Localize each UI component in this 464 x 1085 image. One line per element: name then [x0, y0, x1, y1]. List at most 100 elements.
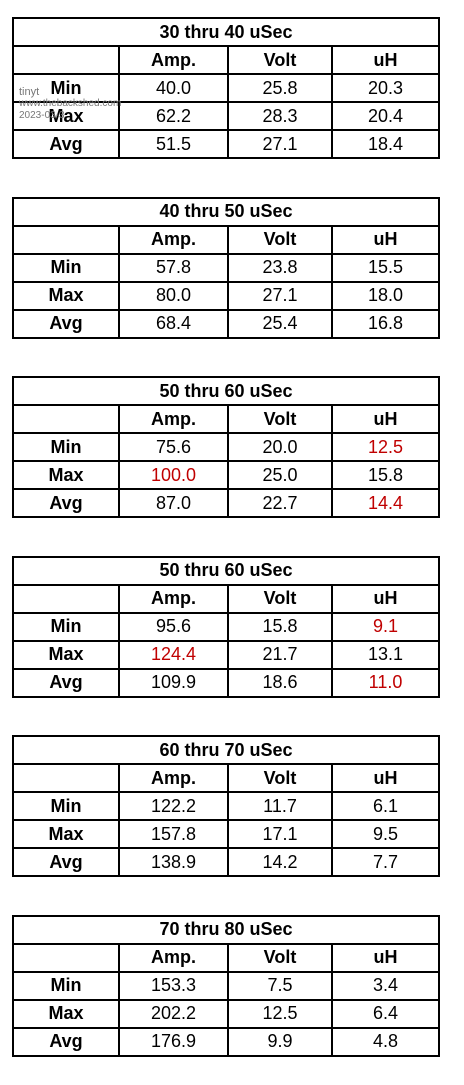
data-row: Min 75.6 20.0 12.5 [12, 432, 440, 462]
row-label: Min [12, 611, 120, 642]
data-table: 60 thru 70 uSec Amp. Volt uH Min 122.2 11.7 6.1… [12, 735, 440, 877]
data-row: Avg 176.9 9.9 4.8 [12, 1026, 440, 1057]
header-row: Amp. Volt uH [12, 45, 440, 75]
value-cell: 7.5 [227, 970, 333, 1001]
value-cell: 202.2 [118, 998, 229, 1029]
column-header: Amp. [118, 763, 229, 793]
watermark-line: www.thebackshed.com [19, 98, 122, 109]
value-cell: 25.4 [227, 308, 333, 339]
column-header: Volt [227, 404, 333, 434]
data-row: Max 202.2 12.5 6.4 [12, 998, 440, 1029]
value-cell: 21.7 [227, 639, 333, 670]
value-cell: 15.8 [331, 460, 440, 490]
value-cell: 14.2 [227, 847, 333, 877]
value-cell: 12.5 [331, 432, 440, 462]
data-row: Avg 138.9 14.2 7.7 [12, 847, 440, 877]
data-row: Min 95.6 15.8 9.1 [12, 611, 440, 642]
row-label: Min [12, 73, 120, 103]
watermark-line: 2023-03-3 [19, 110, 65, 121]
row-label: Max [12, 639, 120, 670]
column-header: Volt [227, 942, 333, 973]
data-table: 40 thru 50 uSec Amp. Volt uH Min 57.8 23.8 15.5… [12, 196, 440, 339]
row-label: Avg [12, 129, 120, 159]
table-title: 60 thru 70 uSec [12, 735, 440, 765]
empty-cell [12, 224, 120, 255]
value-cell: 12.5 [227, 998, 333, 1029]
value-cell: 176.9 [118, 1026, 229, 1057]
column-header: Volt [227, 224, 333, 255]
value-cell: 25.8 [227, 73, 333, 103]
value-cell: 11.0 [331, 667, 440, 698]
empty-cell [12, 942, 120, 973]
value-cell: 80.0 [118, 280, 229, 311]
data-row: Max 124.4 21.7 13.1 [12, 639, 440, 670]
header-row: Amp. Volt uH [12, 224, 440, 255]
column-header: uH [331, 942, 440, 973]
value-cell: 62.2 [118, 101, 229, 131]
row-label: Min [12, 432, 120, 462]
column-header: Volt [227, 45, 333, 75]
column-header: Amp. [118, 404, 229, 434]
column-header: uH [331, 45, 440, 75]
value-cell: 13.1 [331, 639, 440, 670]
data-table: 30 thru 40 uSec Amp. Volt uH Min 40.0 25.8 20.3… [12, 17, 440, 159]
data-row: Max 157.8 17.1 9.5 [12, 819, 440, 849]
value-cell: 16.8 [331, 308, 440, 339]
header-row: Amp. Volt uH [12, 942, 440, 973]
value-cell: 18.4 [331, 129, 440, 159]
column-header: Amp. [118, 583, 229, 614]
table-title: 50 thru 60 uSec [12, 376, 440, 406]
title-row: 50 thru 60 uSec [12, 555, 440, 586]
table-title: 70 thru 80 uSec [12, 914, 440, 945]
row-label: Min [12, 970, 120, 1001]
data-row: Avg 51.5 27.1 18.4 [12, 129, 440, 159]
value-cell: 124.4 [118, 639, 229, 670]
value-cell: 87.0 [118, 488, 229, 518]
empty-cell [12, 583, 120, 614]
column-header: Volt [227, 583, 333, 614]
column-header: Amp. [118, 224, 229, 255]
data-row: Min 153.3 7.5 3.4 [12, 970, 440, 1001]
column-header: uH [331, 763, 440, 793]
data-row: Avg 87.0 22.7 14.4 [12, 488, 440, 518]
value-cell: 51.5 [118, 129, 229, 159]
data-table: 70 thru 80 uSec Amp. Volt uH Min 153.3 7.5 3.4 M… [12, 914, 440, 1057]
value-cell: 25.0 [227, 460, 333, 490]
data-row: Min 122.2 11.7 6.1 [12, 791, 440, 821]
value-cell: 153.3 [118, 970, 229, 1001]
row-label: Avg [12, 488, 120, 518]
value-cell: 68.4 [118, 308, 229, 339]
data-row: Avg 68.4 25.4 16.8 [12, 308, 440, 339]
data-row: Min 40.0 25.8 20.3 [12, 73, 440, 103]
value-cell: 9.1 [331, 611, 440, 642]
row-label: Max [12, 819, 120, 849]
empty-cell [12, 45, 120, 75]
value-cell: 6.4 [331, 998, 440, 1029]
column-header: Volt [227, 763, 333, 793]
value-cell: 9.5 [331, 819, 440, 849]
value-cell: 18.6 [227, 667, 333, 698]
row-label: Avg [12, 667, 120, 698]
column-header: uH [331, 224, 440, 255]
row-label: Avg [12, 308, 120, 339]
table-title: 40 thru 50 uSec [12, 196, 440, 227]
value-cell: 20.4 [331, 101, 440, 131]
title-row: 30 thru 40 uSec [12, 17, 440, 47]
empty-cell [12, 763, 120, 793]
value-cell: 17.1 [227, 819, 333, 849]
row-label: Min [12, 791, 120, 821]
value-cell: 15.8 [227, 611, 333, 642]
column-header: Amp. [118, 942, 229, 973]
value-cell: 9.9 [227, 1026, 333, 1057]
row-label: Avg [12, 847, 120, 877]
data-row: Max 80.0 27.1 18.0 [12, 280, 440, 311]
row-label: Max [12, 998, 120, 1029]
value-cell: 4.8 [331, 1026, 440, 1057]
data-row: Min 57.8 23.8 15.5 [12, 252, 440, 283]
row-label: Max [12, 460, 120, 490]
row-label: Avg [12, 1026, 120, 1057]
value-cell: 100.0 [118, 460, 229, 490]
value-cell: 20.3 [331, 73, 440, 103]
column-header: Amp. [118, 45, 229, 75]
value-cell: 57.8 [118, 252, 229, 283]
